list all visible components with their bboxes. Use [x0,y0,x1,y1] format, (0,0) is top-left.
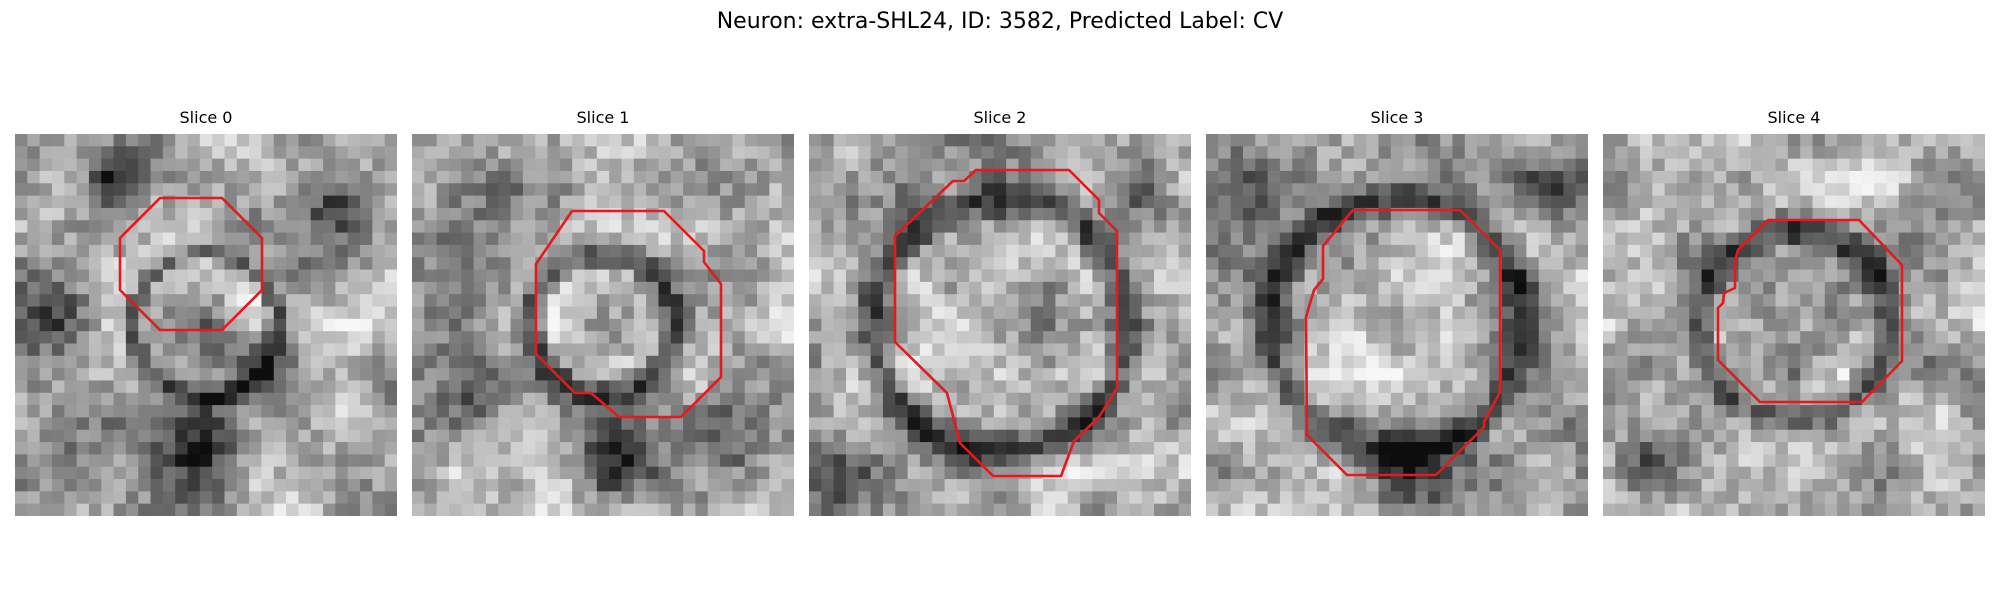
slice-title: Slice 0 [179,108,233,127]
contour-outline [893,168,1119,478]
slice-image-0 [15,134,397,516]
figure-title: Neuron: extra-SHL24, ID: 3582, Predicted… [716,9,1284,34]
slice-panel-2: Slice 2 [809,108,1191,520]
pixel-grid [1206,134,1588,516]
pixel-grid [412,134,794,516]
contour-outline [534,209,723,419]
slice-title: Slice 1 [576,108,630,127]
slice-title: Slice 2 [973,108,1027,127]
slice-image-2 [809,134,1191,516]
slice-panel-4: Slice 4 [1603,108,1985,520]
slice-title: Slice 4 [1767,108,1821,127]
slice-image-1 [412,134,794,516]
contour-outline [1716,218,1904,404]
pixel-grid [1603,134,1985,516]
slice-title: Slice 3 [1370,108,1424,127]
slice-panel-1: Slice 1 [412,108,794,520]
contour-outline [118,196,264,332]
slice-panel-3: Slice 3 [1206,108,1588,520]
slice-image-4 [1603,134,1985,516]
contour-outline [1304,208,1502,477]
pixel-grid [15,134,397,516]
pixel-grid [809,134,1191,516]
slice-image-3 [1206,134,1588,516]
slice-panel-0: Slice 0 [15,108,397,520]
